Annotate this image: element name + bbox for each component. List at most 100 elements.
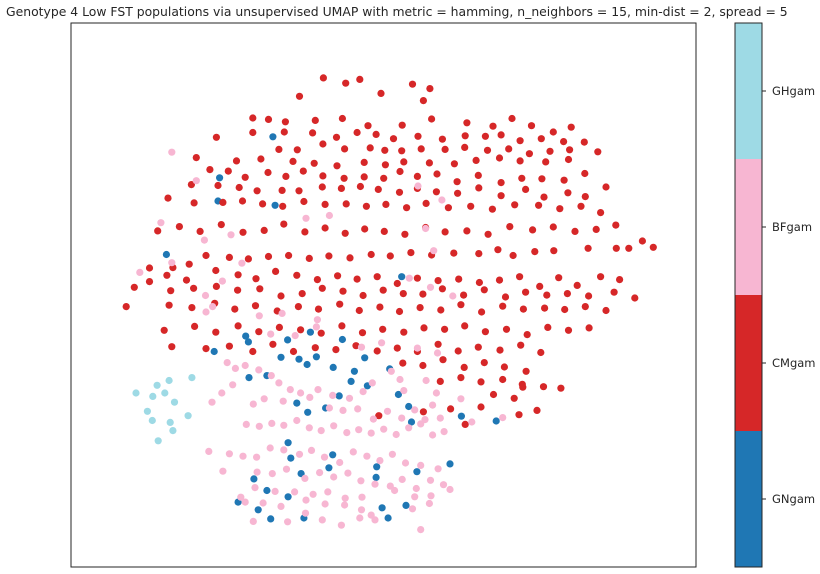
- point-cmgam: [393, 279, 401, 288]
- point-bfgam: [268, 419, 276, 427]
- point-gngam: [312, 353, 320, 361]
- point-gngam: [373, 463, 381, 471]
- point-bfgam: [339, 406, 347, 414]
- point-bfgam: [302, 214, 310, 222]
- point-cmgam: [631, 294, 639, 302]
- point-cmgam: [542, 158, 550, 166]
- point-cmgam: [439, 356, 447, 364]
- point-cmgam: [519, 305, 528, 313]
- point-bfgam: [293, 416, 301, 425]
- point-cmgam: [353, 128, 361, 137]
- point-cmgam: [313, 276, 321, 284]
- point-cmgam: [311, 344, 319, 352]
- point-cmgam: [342, 200, 350, 208]
- point-cmgam: [560, 138, 568, 146]
- point-cmgam: [399, 290, 407, 298]
- point-cmgam: [317, 329, 325, 337]
- point-cmgam: [278, 186, 286, 194]
- point-cmgam: [160, 326, 168, 334]
- colorbar-frame: [734, 22, 763, 568]
- point-ghgam: [188, 374, 196, 382]
- point-bfgam: [398, 475, 406, 483]
- point-cmgam: [234, 271, 242, 279]
- point-ghgam: [161, 389, 169, 397]
- point-cmgam: [341, 229, 349, 237]
- point-cmgam: [594, 148, 602, 156]
- point-cmgam: [544, 323, 552, 331]
- point-cmgam: [231, 305, 239, 313]
- point-gngam: [162, 250, 170, 259]
- point-bfgam: [357, 506, 366, 514]
- point-gngam: [254, 506, 262, 514]
- point-cmgam: [537, 135, 545, 143]
- point-bfgam: [392, 430, 400, 439]
- point-cmgam: [533, 406, 541, 414]
- point-cmgam: [408, 80, 417, 88]
- point-cmgam: [356, 75, 364, 83]
- point-bfgam: [432, 389, 440, 397]
- point-bfgam: [330, 473, 338, 481]
- point-bfgam: [249, 400, 257, 408]
- point-cmgam: [434, 340, 442, 348]
- point-gngam: [216, 174, 224, 182]
- point-cmgam: [566, 146, 574, 154]
- point-cmgam: [501, 293, 510, 301]
- point-cmgam: [360, 158, 368, 166]
- point-cmgam: [154, 227, 162, 235]
- point-cmgam: [191, 322, 199, 330]
- point-bfgam: [223, 359, 231, 367]
- point-bfgam: [316, 469, 324, 477]
- point-bfgam: [302, 496, 310, 504]
- point-bfgam: [388, 450, 396, 458]
- point-cmgam: [403, 204, 411, 212]
- point-cmgam: [463, 119, 471, 127]
- point-cmgam: [592, 225, 600, 233]
- point-cmgam: [360, 173, 368, 181]
- point-gngam: [329, 363, 337, 371]
- point-cmgam: [612, 244, 620, 252]
- point-cmgam: [337, 184, 345, 192]
- point-cmgam: [272, 267, 280, 275]
- point-cmgam: [325, 252, 333, 260]
- point-bfgam: [168, 259, 176, 267]
- point-cmgam: [122, 303, 130, 311]
- point-cmgam: [540, 193, 548, 201]
- point-gngam: [347, 377, 355, 385]
- point-gngam: [293, 399, 301, 407]
- point-cmgam: [425, 159, 433, 167]
- point-cmgam: [441, 228, 449, 236]
- point-cmgam: [597, 209, 605, 217]
- point-cmgam: [277, 292, 285, 300]
- point-gngam: [269, 133, 277, 141]
- point-bfgam: [427, 492, 435, 500]
- point-cmgam: [264, 115, 273, 123]
- point-bfgam: [412, 484, 420, 493]
- point-cmgam: [264, 168, 272, 177]
- point-cmgam: [187, 181, 195, 189]
- point-cmgam: [367, 250, 375, 259]
- point-cmgam: [165, 301, 173, 309]
- point-cmgam: [361, 225, 369, 233]
- point-gngam: [394, 390, 402, 399]
- point-cmgam: [495, 276, 504, 284]
- point-bfgam: [229, 381, 237, 389]
- point-ghgam: [169, 427, 177, 435]
- point-cmgam: [338, 114, 346, 123]
- point-bfgam: [376, 457, 384, 465]
- point-cmgam: [581, 169, 589, 178]
- point-cmgam: [419, 408, 427, 416]
- point-gngam: [405, 402, 413, 411]
- point-cmgam: [251, 302, 260, 310]
- point-cmgam: [358, 329, 367, 337]
- point-bfgam: [345, 394, 354, 402]
- point-bfgam: [253, 468, 261, 476]
- point-bfgam: [449, 292, 457, 300]
- point-cmgam: [489, 390, 498, 399]
- point-bfgam: [297, 389, 305, 397]
- point-bfgam: [275, 379, 283, 387]
- point-bfgam: [405, 274, 413, 282]
- point-cmgam: [224, 167, 232, 175]
- point-bfgam: [438, 196, 446, 204]
- point-gngam: [304, 408, 312, 416]
- point-cmgam: [190, 199, 198, 207]
